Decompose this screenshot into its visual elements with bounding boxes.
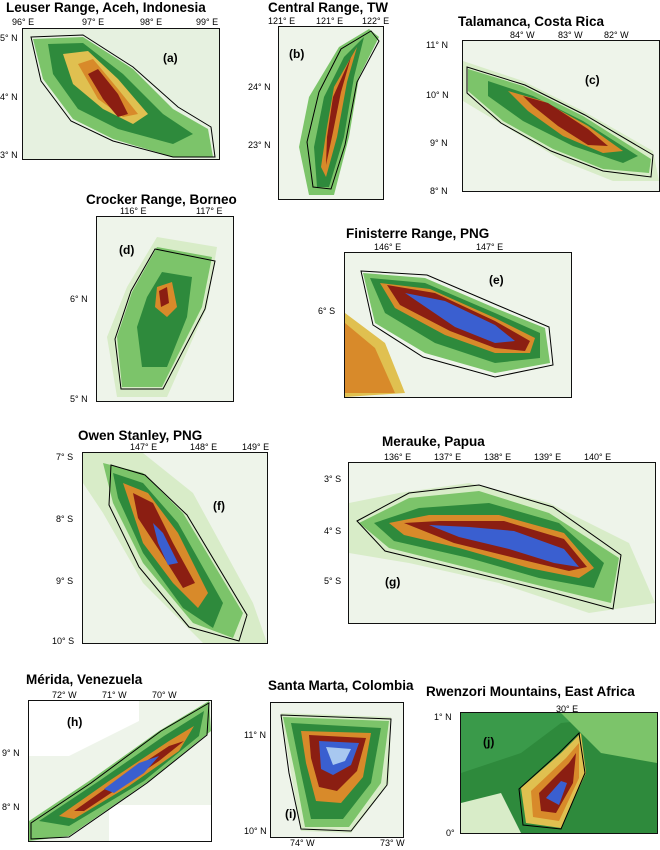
panel-b-lon-tick: 121° E — [268, 16, 296, 26]
panel-h-lon-tick: 72° W — [52, 690, 77, 700]
panel-c-letter: (c) — [585, 73, 600, 87]
panel-g-lat-tick: 4° S — [324, 526, 342, 536]
panel-g-map: (g) — [348, 462, 656, 624]
panel-d-map: (d) — [96, 216, 234, 402]
panel-e-lon-tick: 147° E — [476, 242, 504, 252]
panel-a-lon-tick: 97° E — [82, 17, 105, 27]
panel-g-lon-tick: 138° E — [484, 452, 512, 462]
panel-j-terrain — [461, 713, 657, 833]
panel-a-lat-tick: 4° N — [0, 92, 18, 102]
panel-i-lon-tick: 74° W — [290, 838, 315, 848]
panel-d-terrain — [97, 217, 233, 401]
panel-d-letter: (d) — [119, 243, 135, 257]
panel-b-lat-tick: 23° N — [248, 140, 271, 150]
panel-a-terrain — [23, 29, 219, 159]
panel-g-lat-tick: 3° S — [324, 474, 342, 484]
panel-j-lon-tick: 30° E — [556, 704, 579, 714]
panel-f-map: (f) — [82, 452, 268, 644]
panel-b-lon-tick: 121° E — [316, 16, 344, 26]
panel-h-letter: (h) — [67, 715, 83, 729]
panel-f-lon-tick: 148° E — [190, 442, 218, 452]
panel-g-lat-tick: 5° S — [324, 576, 342, 586]
panel-h-lat-tick: 9° N — [2, 748, 20, 758]
panel-i-lat-tick: 10° N — [244, 826, 267, 836]
panel-f-lat-tick: 7° S — [56, 452, 74, 462]
panel-g-terrain — [349, 463, 655, 623]
panel-e-lon-tick: 146° E — [374, 242, 402, 252]
panel-f-lon-tick: 147° E — [130, 442, 158, 452]
panel-c-lon-tick: 83° W — [558, 30, 583, 40]
panel-h-lat-tick: 8° N — [2, 802, 20, 812]
panel-j-title: Rwenzori Mountains, East Africa — [426, 684, 635, 699]
panel-i-letter: (i) — [285, 807, 297, 821]
panel-a-title: Leuser Range, Aceh, Indonesia — [6, 0, 206, 15]
panel-e-terrain — [345, 253, 571, 397]
panel-f-terrain — [83, 453, 267, 643]
panel-a-lon-tick: 99° E — [196, 17, 219, 27]
panel-j-lat-tick: 0° — [446, 828, 455, 838]
panel-g-title: Merauke, Papua — [382, 434, 485, 449]
panel-h-title: Mérida, Venezuela — [26, 672, 143, 687]
panel-f-lon-tick: 149° E — [242, 442, 270, 452]
panel-b-lon-tick: 122° E — [362, 16, 390, 26]
panel-e-lat-tick: 6° S — [318, 306, 336, 316]
panel-d-lon-tick: 117° E — [196, 206, 223, 216]
panel-h-lon-tick: 70° W — [152, 690, 177, 700]
panel-g-lon-tick: 139° E — [534, 452, 562, 462]
panel-j-map: (j) — [460, 712, 658, 834]
panel-c-lat-tick: 8° N — [430, 186, 448, 196]
panel-b-lat-tick: 24° N — [248, 82, 271, 92]
panel-c-lon-tick: 84° W — [510, 30, 535, 40]
panel-d-lat-tick: 6° N — [70, 294, 88, 304]
panel-i-terrain — [271, 703, 403, 837]
panel-c-lat-tick: 11° N — [426, 40, 448, 50]
panel-c-lat-tick: 9° N — [430, 138, 448, 148]
panel-d-title: Crocker Range, Borneo — [86, 192, 237, 207]
panel-a-lon-tick: 96° E — [12, 17, 35, 27]
panel-a-map: (a) — [22, 28, 220, 160]
panel-i-map: (i) — [270, 702, 404, 838]
panel-e-map: (e) — [344, 252, 572, 398]
panel-c-lat-tick: 10° N — [426, 90, 449, 100]
panel-f-lat-tick: 9° S — [56, 576, 74, 586]
panel-c-map: (c) — [462, 40, 660, 192]
panel-c-title: Talamanca, Costa Rica — [458, 14, 605, 29]
panel-a-lat-tick: 5° N — [0, 33, 18, 43]
panel-b-terrain — [279, 27, 383, 199]
panel-f-lat-tick: 10° S — [52, 636, 75, 646]
panel-j-letter: (j) — [483, 735, 495, 749]
panel-a-letter: (a) — [163, 51, 178, 65]
panel-i-lon-tick: 73° W — [380, 838, 405, 848]
panel-e-letter: (e) — [489, 273, 504, 287]
panel-f-letter: (f) — [213, 499, 225, 513]
panel-h-terrain — [29, 701, 211, 841]
panel-b-title: Central Range, TW — [268, 0, 389, 15]
panel-g-lon-tick: 140° E — [584, 452, 612, 462]
panel-d-lat-tick: 5° N — [70, 394, 88, 404]
panel-h-lon-tick: 71° W — [102, 690, 127, 700]
panel-g-letter: (g) — [385, 575, 401, 589]
panel-a-lon-tick: 98° E — [140, 17, 163, 27]
panel-e-title: Finisterre Range, PNG — [346, 226, 490, 241]
panel-i-lat-tick: 11° N — [244, 730, 266, 740]
panel-a-lat-tick: 3° N — [0, 150, 18, 160]
panel-c-lon-tick: 82° W — [604, 30, 629, 40]
panel-f-title: Owen Stanley, PNG — [78, 428, 203, 443]
panel-d-lon-tick: 116° E — [120, 206, 147, 216]
panel-h-map: (h) — [28, 700, 212, 842]
panel-g-lon-tick: 137° E — [434, 452, 462, 462]
panel-f-lat-tick: 8° S — [56, 514, 74, 524]
panel-c-terrain — [463, 41, 659, 191]
panel-j-lat-tick: 1° N — [434, 712, 452, 722]
panel-g-lon-tick: 136° E — [384, 452, 412, 462]
panel-b-letter: (b) — [289, 47, 305, 61]
panel-i-title: Santa Marta, Colombia — [268, 678, 414, 693]
panel-b-map: (b) — [278, 26, 384, 200]
